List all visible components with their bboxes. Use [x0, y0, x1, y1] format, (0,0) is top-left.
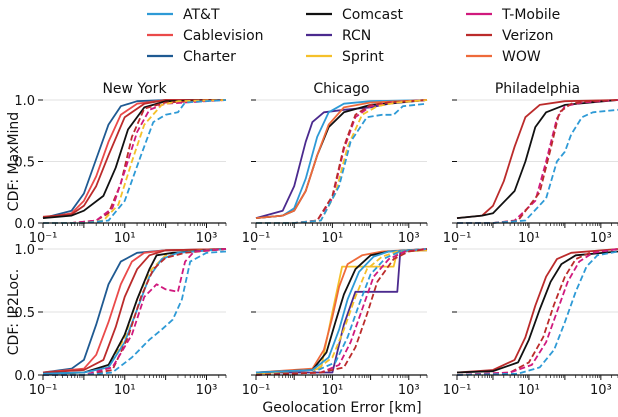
- x-tick-label: 10¹: [322, 383, 344, 398]
- legend-label: T-Mobile: [501, 7, 560, 23]
- series-charter-solid: [42, 248, 227, 374]
- legend-entry-comcast: Comcast: [306, 7, 404, 23]
- series-comcast-solid: [42, 99, 227, 219]
- series-atandt-dashed: [43, 250, 227, 376]
- x-tick-label: 10¹: [114, 383, 136, 398]
- y-axis-label-row-2: CDF: IP2Loc.: [6, 269, 22, 355]
- panel-cdf-maxmind-philadelphia: 10⁻¹ 10¹ 10³: [443, 99, 618, 246]
- y-tick-label: 1.0: [14, 94, 35, 109]
- series-atandt-dashed: [255, 248, 428, 376]
- x-tick-label: 10³: [398, 231, 420, 246]
- legend-entry-atandt: AT&T: [147, 7, 220, 23]
- x-tick-label: 10³: [590, 231, 612, 246]
- series-verizon-solid: [42, 99, 226, 218]
- x-tick-label: 10³: [196, 383, 218, 398]
- x-tick-label: 10⁻¹: [29, 383, 58, 398]
- series-comcast-solid: [456, 250, 618, 374]
- x-tick-label: 10¹: [518, 231, 540, 246]
- series-verizon-dashed: [255, 248, 428, 376]
- series-comcast-solid: [456, 99, 618, 219]
- panel-cdf-ip2loc-new-york: 0.0 0.5 1.0 10⁻¹ 10¹ 10³: [14, 243, 227, 398]
- legend-label: Charter: [183, 49, 236, 65]
- series-verizon-solid: [42, 248, 227, 374]
- column-title-new-york: New York: [102, 81, 167, 97]
- legend: AT&T Cablevision Charter Comcast RCN Sprint T-…: [147, 7, 560, 65]
- legend-label: Comcast: [342, 7, 404, 23]
- x-tick-label: 10¹: [518, 383, 540, 398]
- panel-cdf-maxmind-chicago: 10⁻¹ 10¹ 10³: [242, 99, 428, 246]
- series-sprint-dashed: [255, 248, 428, 376]
- panel-cdf-maxmind-new-york: 0.0 0.5 1.0 10⁻¹ 10¹ 10³: [14, 94, 227, 246]
- x-tick-label: 10³: [398, 383, 420, 398]
- x-tick-label: 10⁻¹: [29, 231, 58, 246]
- panel-cdf-ip2loc-philadelphia: 10⁻¹ 10¹ 10³: [443, 248, 618, 398]
- y-tick-label: 0.5: [14, 306, 35, 321]
- legend-label: Sprint: [342, 49, 384, 65]
- series-atandt-dashed: [256, 102, 428, 224]
- legend-entry-cablevision: Cablevision: [147, 28, 264, 44]
- legend-label: AT&T: [183, 7, 220, 23]
- column-title-chicago: Chicago: [313, 81, 369, 97]
- series-cablevision-solid: [42, 248, 227, 374]
- series-atandt-dashed: [457, 108, 618, 224]
- series-t-mobile-dashed: [456, 248, 618, 376]
- series-verizon-dashed: [456, 248, 618, 376]
- x-tick-label: 10⁻¹: [242, 383, 271, 398]
- series-t-mobile-dashed: [457, 99, 618, 224]
- y-tick-label: 1.0: [14, 243, 35, 258]
- legend-label: WOW: [502, 49, 541, 65]
- x-tick-label: 10¹: [322, 231, 344, 246]
- x-axis-label: Geolocation Error [km]: [262, 400, 421, 416]
- legend-entry-sprint: Sprint: [306, 49, 384, 65]
- legend-label: Cablevision: [183, 28, 264, 44]
- series-verizon-solid: [456, 248, 618, 374]
- panel-grid: New York Chicago Philadelphia CDF: MaxMind C…: [6, 81, 618, 398]
- x-tick-label: 10¹: [114, 231, 136, 246]
- y-axis-label-row-1: CDF: MaxMind: [6, 112, 22, 211]
- series-atandt-solid: [42, 248, 227, 375]
- panel-cdf-ip2loc-chicago: 10⁻¹ 10¹ 10³: [242, 248, 428, 398]
- y-tick-label: 0.0: [14, 217, 35, 232]
- series-wow-solid: [255, 248, 428, 374]
- legend-entry-charter: Charter: [147, 49, 236, 65]
- legend-label: RCN: [342, 28, 371, 44]
- y-tick-label: 0.0: [14, 369, 35, 384]
- column-title-philadelphia: Philadelphia: [495, 81, 580, 97]
- x-tick-label: 10⁻¹: [443, 231, 472, 246]
- series-atandt-dashed: [456, 250, 618, 376]
- x-tick-label: 10⁻¹: [443, 383, 472, 398]
- y-tick-label: 0.5: [14, 156, 35, 171]
- series-charter-solid: [42, 99, 226, 219]
- x-tick-label: 10³: [590, 383, 612, 398]
- legend-entry-verizon: Verizon: [466, 28, 554, 44]
- series-verizon-solid: [456, 99, 618, 219]
- legend-entry-rcn: RCN: [306, 28, 371, 44]
- series-atandt-dashed: [43, 99, 227, 224]
- series-t-mobile-dashed: [43, 248, 227, 376]
- series-t-mobile-dashed: [255, 248, 428, 376]
- x-tick-label: 10³: [196, 231, 218, 246]
- series-wow-solid: [255, 99, 428, 219]
- series-rcn-solid: [256, 249, 428, 374]
- legend-entry-wow: WOW: [466, 49, 541, 65]
- x-tick-label: 10⁻¹: [242, 231, 271, 246]
- series-cablevision-solid: [42, 99, 226, 219]
- legend-label: Verizon: [502, 28, 554, 44]
- series-comcast-solid: [42, 248, 227, 375]
- legend-entry-t-mobile: T-Mobile: [466, 7, 560, 23]
- series-atandt-solid: [255, 248, 428, 374]
